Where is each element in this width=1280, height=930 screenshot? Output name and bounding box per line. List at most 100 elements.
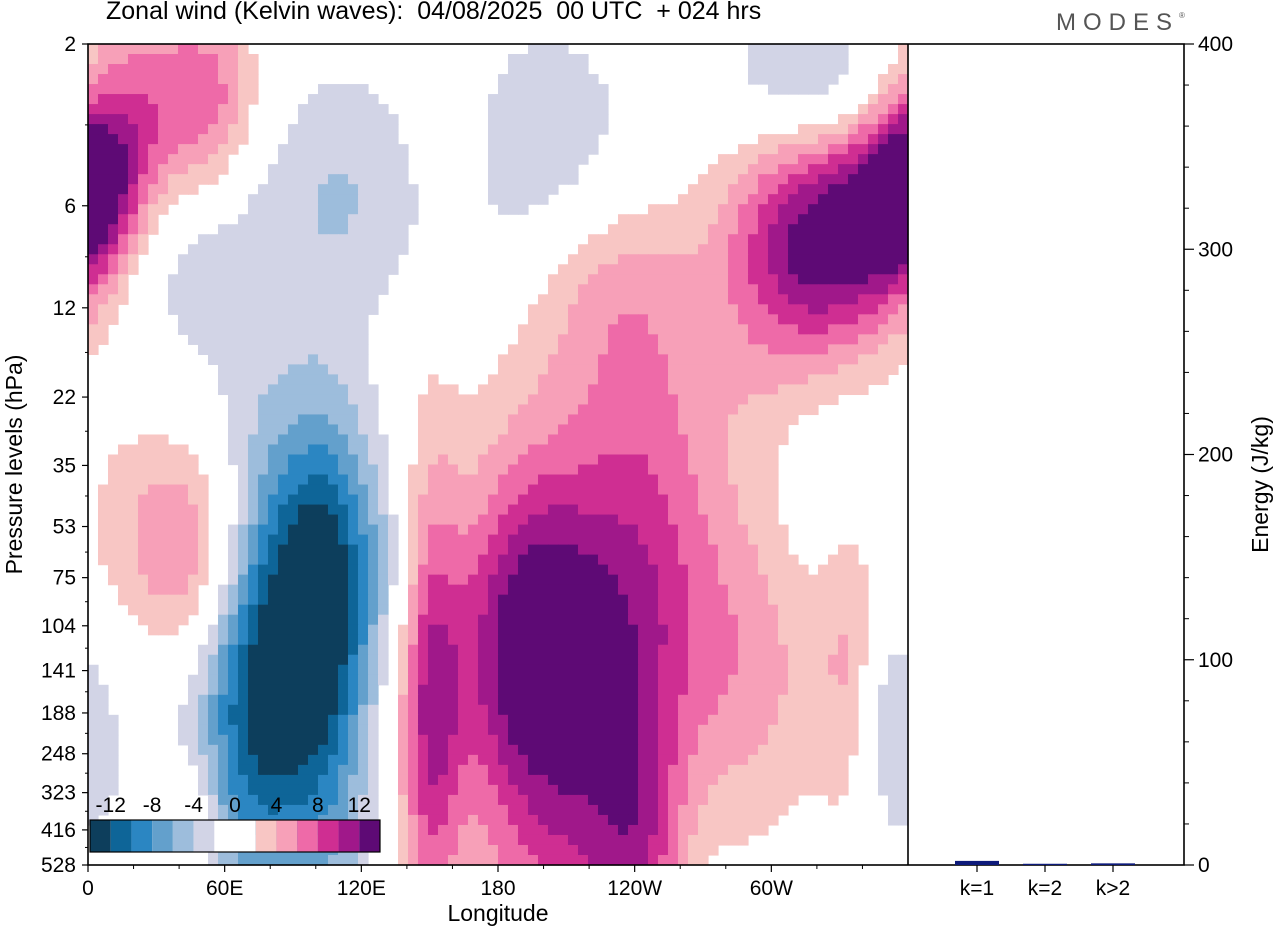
heatmap-cell xyxy=(718,314,729,325)
heatmap-cell xyxy=(828,394,839,406)
heatmap-cell xyxy=(108,124,119,135)
heatmap-cell xyxy=(398,804,409,816)
heatmap-cell xyxy=(538,734,549,746)
heatmap-cell xyxy=(838,114,849,125)
heatmap-cell xyxy=(618,384,629,396)
heatmap-cell xyxy=(788,324,799,335)
heatmap-cell xyxy=(478,514,489,526)
heatmap-cell xyxy=(538,694,549,706)
heatmap-cell xyxy=(278,214,289,225)
heatmap-cell xyxy=(138,594,149,606)
heatmap-cell xyxy=(488,174,499,185)
heatmap-cell xyxy=(708,434,719,446)
heatmap-cell xyxy=(448,484,459,496)
heatmap-cell xyxy=(668,624,679,636)
heatmap-cell xyxy=(248,504,259,516)
heatmap-cell xyxy=(868,174,879,185)
heatmap-cell xyxy=(828,784,839,796)
heatmap-cell xyxy=(248,684,259,696)
heatmap-cell xyxy=(88,254,99,265)
heatmap-cell xyxy=(628,594,639,606)
heatmap-cell xyxy=(898,224,909,235)
heatmap-cell xyxy=(278,504,289,516)
heatmap-cell xyxy=(158,104,169,115)
heatmap-cell xyxy=(578,274,589,285)
heatmap-cell xyxy=(488,604,499,616)
heatmap-cell xyxy=(348,384,359,396)
heatmap-cell xyxy=(778,234,789,245)
heatmap-cell xyxy=(338,124,349,135)
heatmap-cell xyxy=(878,304,889,315)
heatmap-cell xyxy=(198,334,209,345)
heatmap-cell xyxy=(708,694,719,706)
heatmap-cell xyxy=(498,174,509,185)
heatmap-cell xyxy=(568,424,579,436)
heatmap-cell xyxy=(798,604,809,616)
heatmap-cell xyxy=(118,94,129,105)
heatmap-cell xyxy=(718,774,729,786)
heatmap-cell xyxy=(848,554,859,566)
heatmap-cell xyxy=(608,674,619,686)
heatmap-cell xyxy=(478,854,489,866)
heatmap-cell xyxy=(148,524,159,536)
heatmap-cell xyxy=(888,664,899,676)
heatmap-cell xyxy=(758,474,769,486)
heatmap-cell xyxy=(498,424,509,436)
heatmap-cell xyxy=(238,414,249,426)
heatmap-cell xyxy=(778,804,789,816)
heatmap-cell xyxy=(598,234,609,245)
heatmap-cell xyxy=(698,574,709,586)
heatmap-cell xyxy=(368,754,379,766)
heatmap-cell xyxy=(238,104,249,115)
heatmap-cell xyxy=(468,854,479,866)
heatmap-cell xyxy=(888,674,899,686)
heatmap-cell xyxy=(338,284,349,295)
heatmap-cell xyxy=(648,824,659,836)
heatmap-cell xyxy=(658,454,669,466)
heatmap-cell xyxy=(298,794,309,806)
heatmap-cell xyxy=(558,354,569,365)
heatmap-cell xyxy=(418,524,429,536)
heatmap-cell xyxy=(328,804,339,816)
heatmap-cell xyxy=(518,474,529,486)
heatmap-cell xyxy=(658,224,669,235)
heatmap-cell xyxy=(788,294,799,305)
heatmap-cell xyxy=(858,184,869,195)
heatmap-cell xyxy=(118,204,129,215)
heatmap-cell xyxy=(598,374,609,386)
heatmap-cell xyxy=(598,344,609,355)
heatmap-cell xyxy=(498,724,509,736)
heatmap-cell xyxy=(178,454,189,466)
heatmap-cell xyxy=(98,114,109,125)
heatmap-cell xyxy=(438,774,449,786)
heatmap-cell xyxy=(738,354,749,365)
heatmap-cell xyxy=(748,254,759,265)
heatmap-cell xyxy=(718,744,729,756)
heatmap-cell xyxy=(388,214,399,225)
heatmap-cell xyxy=(88,124,99,135)
heatmap-cell xyxy=(708,394,719,406)
heatmap-cell xyxy=(408,204,419,215)
heatmap-cell xyxy=(108,154,119,165)
heatmap-cell xyxy=(398,814,409,826)
heatmap-cell xyxy=(548,624,559,636)
heatmap-cell xyxy=(318,184,329,195)
heatmap-cell xyxy=(88,774,99,786)
heatmap-cell xyxy=(798,574,809,586)
heatmap-cell xyxy=(758,684,769,696)
heatmap-cell xyxy=(818,364,829,375)
heatmap-cell xyxy=(518,334,529,345)
heatmap-cell xyxy=(668,854,679,866)
heatmap-cell xyxy=(298,274,309,285)
heatmap-cell xyxy=(678,694,689,706)
heatmap-cell xyxy=(138,124,149,135)
heatmap-cell xyxy=(608,804,619,816)
heatmap-cell xyxy=(778,274,789,285)
heatmap-cell xyxy=(468,734,479,746)
heatmap-cell xyxy=(348,434,359,446)
heatmap-cell xyxy=(738,164,749,175)
heatmap-cell xyxy=(368,544,379,556)
heatmap-cell xyxy=(168,564,179,576)
heatmap-cell xyxy=(228,534,239,546)
heatmap-cell xyxy=(888,64,899,75)
